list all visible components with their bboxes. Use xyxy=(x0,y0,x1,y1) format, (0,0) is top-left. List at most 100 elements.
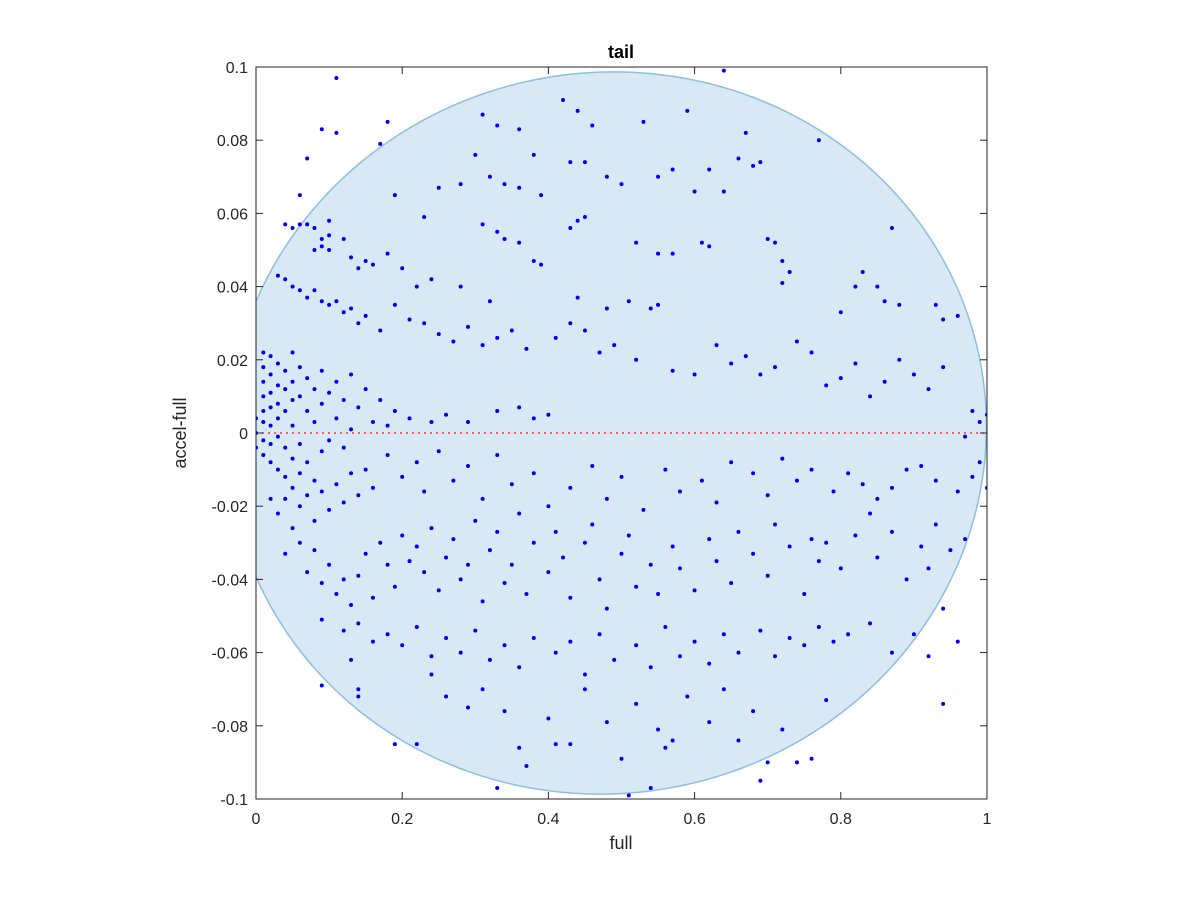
scatter-point xyxy=(517,185,522,190)
scatter-point xyxy=(517,511,522,516)
scatter-point xyxy=(297,288,302,293)
scatter-point xyxy=(268,405,273,410)
scatter-point xyxy=(480,599,485,604)
scatter-point xyxy=(889,650,894,655)
scatter-point xyxy=(473,628,478,633)
scatter-point xyxy=(509,562,514,567)
scatter-point xyxy=(641,119,646,124)
scatter-point xyxy=(831,639,836,644)
scatter-point xyxy=(604,496,609,501)
scatter-point xyxy=(480,112,485,117)
scatter-point xyxy=(275,416,280,421)
scatter-point xyxy=(773,522,778,527)
scatter-point xyxy=(882,299,887,304)
scatter-point xyxy=(451,537,456,542)
scatter-point xyxy=(327,390,332,395)
scatter-point xyxy=(743,354,748,359)
x-tick-label: 0.6 xyxy=(683,811,705,828)
scatter-point xyxy=(305,222,310,227)
scatter-point xyxy=(356,621,361,626)
scatter-point xyxy=(707,244,712,249)
scatter-point xyxy=(517,240,522,245)
scatter-point xyxy=(436,449,441,454)
scatter-point xyxy=(312,518,317,523)
scatter-point xyxy=(261,438,266,443)
scatter-point xyxy=(465,420,470,425)
scatter-point xyxy=(319,449,324,454)
scatter-point xyxy=(641,507,646,512)
scatter-point xyxy=(356,493,361,498)
y-tick-label: 0.04 xyxy=(217,280,248,297)
scatter-point xyxy=(889,529,894,534)
scatter-point xyxy=(677,654,682,659)
scatter-point xyxy=(919,544,924,549)
scatter-point xyxy=(941,606,946,611)
scatter-point xyxy=(268,390,273,395)
scatter-point xyxy=(619,182,624,187)
scatter-point xyxy=(465,562,470,567)
y-axis-ticks: -0.1 -0.08 -0.06 -0.04 -0.02 0 0.02 0.04 0.06 0.0… xyxy=(212,60,987,809)
scatter-point xyxy=(809,756,814,761)
scatter-point xyxy=(612,343,617,348)
scatter-point xyxy=(275,273,280,278)
x-tick-label: 0.8 xyxy=(830,811,852,828)
scatter-point xyxy=(729,460,734,465)
scatter-point xyxy=(531,152,536,157)
scatter-point xyxy=(568,485,573,490)
scatter-point xyxy=(736,650,741,655)
scatter-point xyxy=(312,226,317,231)
scatter-point xyxy=(290,423,295,428)
scatter-point xyxy=(751,163,756,168)
scatter-point xyxy=(400,474,405,479)
scatter-point xyxy=(495,786,500,791)
scatter-point xyxy=(926,654,931,659)
scatter-point xyxy=(941,365,946,370)
scatter-point xyxy=(297,365,302,370)
scatter-point xyxy=(714,559,719,564)
scatter-point xyxy=(677,566,682,571)
scatter-point xyxy=(290,485,295,490)
scatter-point xyxy=(758,160,763,165)
scatter-point xyxy=(546,412,551,417)
scatter-point xyxy=(729,581,734,586)
scatter-point xyxy=(275,467,280,472)
scatter-point xyxy=(444,412,449,417)
scatter-point xyxy=(582,687,587,692)
scatter-point xyxy=(758,778,763,783)
scatter-point xyxy=(824,698,829,703)
scatter-point xyxy=(297,540,302,545)
scatter-point xyxy=(319,683,324,688)
chart-title: tail xyxy=(608,42,634,62)
scatter-point xyxy=(378,540,383,545)
scatter-point xyxy=(261,379,266,384)
scatter-point xyxy=(261,452,266,457)
scatter-point xyxy=(919,463,924,468)
scatter-point xyxy=(465,463,470,468)
scatter-point xyxy=(341,628,346,633)
scatter-point xyxy=(575,218,580,223)
scatter-point xyxy=(385,452,390,457)
scatter-point xyxy=(451,478,456,483)
scatter-point xyxy=(290,456,295,461)
scatter-point xyxy=(429,672,434,677)
scatter-point xyxy=(582,328,587,333)
scatter-point xyxy=(349,372,354,377)
scatter-point xyxy=(487,174,492,179)
scatter-point xyxy=(648,306,653,311)
scatter-point xyxy=(963,434,968,439)
scatter-point xyxy=(465,705,470,710)
scatter-point xyxy=(407,559,412,564)
scatter-point xyxy=(707,537,712,542)
scatter-point xyxy=(875,496,880,501)
scatter-point xyxy=(363,387,368,392)
scatter-point xyxy=(524,592,529,597)
scatter-point xyxy=(327,218,332,223)
scatter-point xyxy=(363,258,368,263)
scatter-point xyxy=(378,328,383,333)
scatter-point xyxy=(582,672,587,677)
scatter-point xyxy=(473,152,478,157)
scatter-point xyxy=(444,555,449,560)
scatter-point xyxy=(363,467,368,472)
scatter-point xyxy=(312,548,317,553)
